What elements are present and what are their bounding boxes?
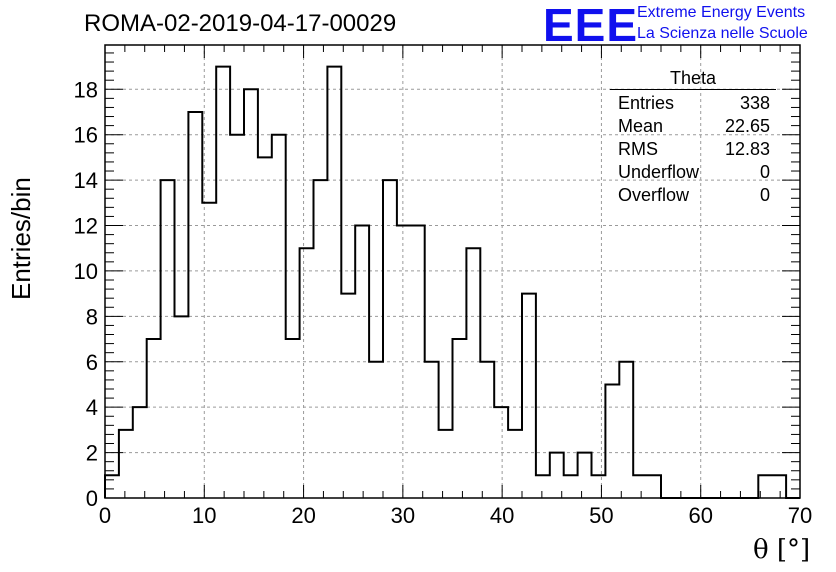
stats-label: Entries	[618, 93, 675, 113]
logo-caption-line1: Extreme Energy Events	[637, 4, 806, 21]
y-tick-label: 6	[86, 350, 98, 375]
stats-label: Mean	[618, 116, 664, 136]
y-tick-label: 16	[74, 123, 98, 148]
stats-value: 22.65	[724, 116, 770, 136]
y-tick-label: 4	[86, 395, 98, 420]
stats-value: 338	[739, 93, 770, 113]
y-axis-label: Entries/bin	[6, 177, 36, 300]
eee-logo: EEE	[543, 0, 639, 51]
x-axis-label: θ [°]	[753, 535, 811, 565]
y-tick-label: 10	[74, 259, 98, 284]
x-tick-label: 10	[192, 503, 216, 528]
stats-row-underflow: Underflow 0	[610, 161, 776, 184]
stats-value: 12.83	[724, 139, 770, 159]
stats-value: 0	[759, 162, 770, 182]
x-tick-label: 20	[291, 503, 315, 528]
x-tick-label: 60	[688, 503, 712, 528]
y-tick-label: 8	[86, 304, 98, 329]
stats-row-entries: Entries 338	[610, 92, 776, 115]
stats-label: Overflow	[618, 185, 690, 205]
grid-lines	[105, 45, 800, 498]
stats-row-mean: Mean 22.65	[610, 115, 776, 138]
stats-value: 0	[759, 185, 770, 205]
x-tick-label: 0	[99, 503, 111, 528]
x-tick-label: 50	[589, 503, 613, 528]
histogram-outline	[104, 65, 800, 499]
y-tick-label: 14	[74, 168, 98, 193]
x-tick-label: 30	[391, 503, 415, 528]
y-tick-label: 2	[86, 441, 98, 466]
plot-frame	[104, 44, 801, 499]
stats-title: Theta	[610, 68, 776, 90]
y-tick-label: 12	[74, 214, 98, 239]
tick-labels: 0 10 20 30 40 50 60 70 0 2 4 6 8 10 12 14 16 18	[74, 77, 813, 528]
y-tick-label: 0	[86, 486, 98, 511]
stats-label: Underflow	[618, 162, 700, 182]
y-tick-label: 18	[74, 77, 98, 102]
stats-row-rms: RMS 12.83	[610, 138, 776, 161]
stats-label: RMS	[618, 139, 658, 159]
stats-box: Theta Entries 338 Mean 22.65 RMS 12.83 U…	[610, 68, 776, 207]
x-tick-label: 40	[490, 503, 514, 528]
stats-row-overflow: Overflow 0	[610, 184, 776, 207]
x-tick-label: 70	[788, 503, 812, 528]
chart-title: ROMA-02-2019-04-17-00029	[84, 10, 397, 37]
logo-caption-line2: La Scienza nelle Scuole	[637, 25, 808, 42]
